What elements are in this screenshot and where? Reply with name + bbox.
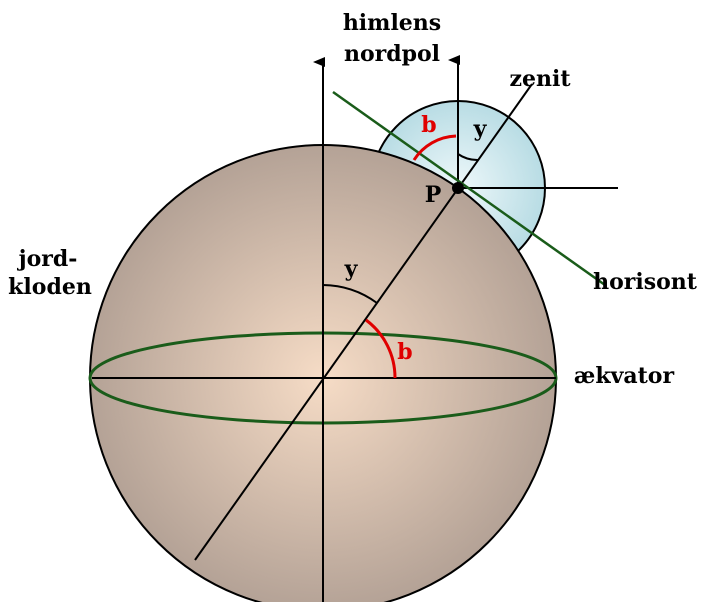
point-p	[452, 182, 464, 194]
label: horisont	[593, 269, 698, 295]
label: kloden	[8, 274, 92, 300]
label: b	[421, 112, 436, 138]
label: himlens	[343, 10, 441, 36]
label: y	[344, 256, 359, 282]
label: P	[425, 182, 442, 208]
label: b	[397, 339, 412, 365]
label: zenit	[509, 66, 571, 92]
label: jord-	[17, 246, 78, 272]
label: nordpol	[344, 41, 440, 67]
diagram: himlens nordpol zenit b y P jord- kloden…	[0, 0, 702, 602]
label: y	[473, 116, 488, 142]
label: ækvator	[574, 363, 675, 389]
